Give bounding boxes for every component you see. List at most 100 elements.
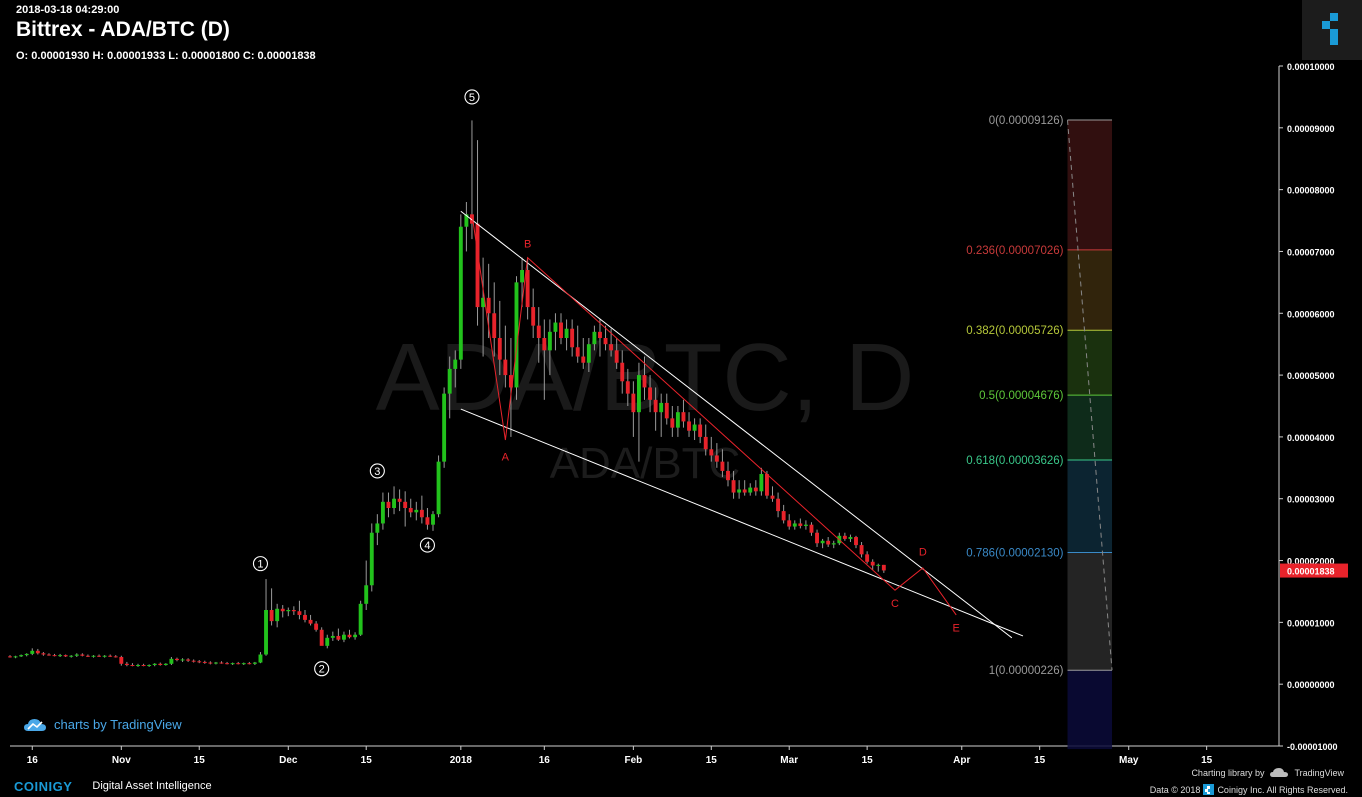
trendline[interactable] xyxy=(460,210,1013,639)
candle[interactable] xyxy=(102,655,107,658)
candle[interactable] xyxy=(291,606,296,615)
candle[interactable] xyxy=(47,653,51,656)
candle[interactable] xyxy=(85,654,90,657)
candle[interactable] xyxy=(30,648,35,656)
candle[interactable] xyxy=(130,663,135,667)
candle[interactable] xyxy=(347,629,352,639)
candle[interactable] xyxy=(525,257,530,320)
candle[interactable] xyxy=(341,631,346,643)
candle[interactable] xyxy=(141,663,146,667)
candle[interactable] xyxy=(520,257,525,308)
candle[interactable] xyxy=(614,338,619,369)
candle[interactable] xyxy=(798,518,803,529)
candle[interactable] xyxy=(225,661,230,665)
candle[interactable] xyxy=(219,661,224,664)
candle[interactable] xyxy=(803,520,808,530)
candle[interactable] xyxy=(831,540,836,549)
candle[interactable] xyxy=(392,486,396,515)
candle[interactable] xyxy=(753,480,758,496)
candle[interactable] xyxy=(380,492,385,530)
candle[interactable] xyxy=(113,655,118,658)
candle[interactable] xyxy=(52,653,57,657)
candle[interactable] xyxy=(709,436,714,462)
candle[interactable] xyxy=(197,660,202,664)
candle[interactable] xyxy=(436,455,441,518)
candle[interactable] xyxy=(670,406,675,437)
candle[interactable] xyxy=(169,656,174,666)
candle[interactable] xyxy=(497,300,502,376)
candle[interactable] xyxy=(731,470,736,499)
candle[interactable] xyxy=(859,542,864,558)
candle[interactable] xyxy=(208,661,213,665)
coinigy-logo-icon[interactable] xyxy=(1302,0,1362,60)
candle[interactable] xyxy=(826,537,831,547)
candle[interactable] xyxy=(815,529,819,547)
candle[interactable] xyxy=(870,559,875,570)
candle[interactable] xyxy=(74,653,79,657)
candle[interactable] xyxy=(625,368,630,406)
candle[interactable] xyxy=(69,655,74,658)
candle[interactable] xyxy=(175,657,179,662)
candle[interactable] xyxy=(703,424,708,456)
candle[interactable] xyxy=(414,501,419,521)
trendline[interactable] xyxy=(460,408,1024,637)
candle[interactable] xyxy=(631,381,636,437)
candle[interactable] xyxy=(353,632,358,640)
candle[interactable] xyxy=(792,520,797,530)
candle[interactable] xyxy=(453,350,458,388)
candle[interactable] xyxy=(748,483,753,496)
candle[interactable] xyxy=(158,662,163,666)
tradingview-credit[interactable]: TradingView xyxy=(1294,767,1344,778)
candle[interactable] xyxy=(213,661,218,665)
candle[interactable] xyxy=(592,325,597,351)
candle[interactable] xyxy=(230,662,235,666)
candle[interactable] xyxy=(653,387,658,431)
candle[interactable] xyxy=(80,653,85,657)
candle[interactable] xyxy=(163,663,168,666)
candle[interactable] xyxy=(147,664,152,667)
candle[interactable] xyxy=(180,658,185,662)
candle[interactable] xyxy=(598,319,602,357)
candle[interactable] xyxy=(8,655,12,658)
candle[interactable] xyxy=(687,412,691,437)
candle[interactable] xyxy=(742,480,747,496)
candle[interactable] xyxy=(202,660,207,664)
candle[interactable] xyxy=(542,319,547,400)
candle[interactable] xyxy=(358,600,363,636)
candle[interactable] xyxy=(865,551,870,564)
candle[interactable] xyxy=(458,214,463,369)
candle[interactable] xyxy=(19,654,24,657)
candle[interactable] xyxy=(236,661,241,665)
candle[interactable] xyxy=(269,588,274,626)
candle[interactable] xyxy=(531,288,536,338)
candle[interactable] xyxy=(508,338,513,437)
candle[interactable] xyxy=(759,467,764,496)
candle[interactable] xyxy=(787,514,792,530)
candle[interactable] xyxy=(419,495,424,524)
candle[interactable] xyxy=(536,307,541,363)
candle[interactable] xyxy=(737,480,742,499)
candle[interactable] xyxy=(481,257,486,357)
candle[interactable] xyxy=(692,418,697,440)
candle[interactable] xyxy=(475,140,480,326)
candle[interactable] xyxy=(152,663,157,667)
candle[interactable] xyxy=(586,338,591,372)
candle[interactable] xyxy=(659,393,664,437)
candle[interactable] xyxy=(319,627,324,646)
candle[interactable] xyxy=(764,470,769,499)
candle[interactable] xyxy=(675,406,680,437)
candle[interactable] xyxy=(108,654,113,657)
candle[interactable] xyxy=(35,648,40,655)
candle[interactable] xyxy=(564,319,569,351)
candle[interactable] xyxy=(63,654,68,657)
candle[interactable] xyxy=(503,325,508,388)
candle[interactable] xyxy=(581,338,586,369)
candle[interactable] xyxy=(770,486,775,502)
candle[interactable] xyxy=(447,356,452,419)
candle[interactable] xyxy=(314,621,319,632)
candle[interactable] xyxy=(431,511,435,531)
candle[interactable] xyxy=(575,325,580,363)
candle[interactable] xyxy=(364,560,369,610)
candle[interactable] xyxy=(698,418,703,444)
